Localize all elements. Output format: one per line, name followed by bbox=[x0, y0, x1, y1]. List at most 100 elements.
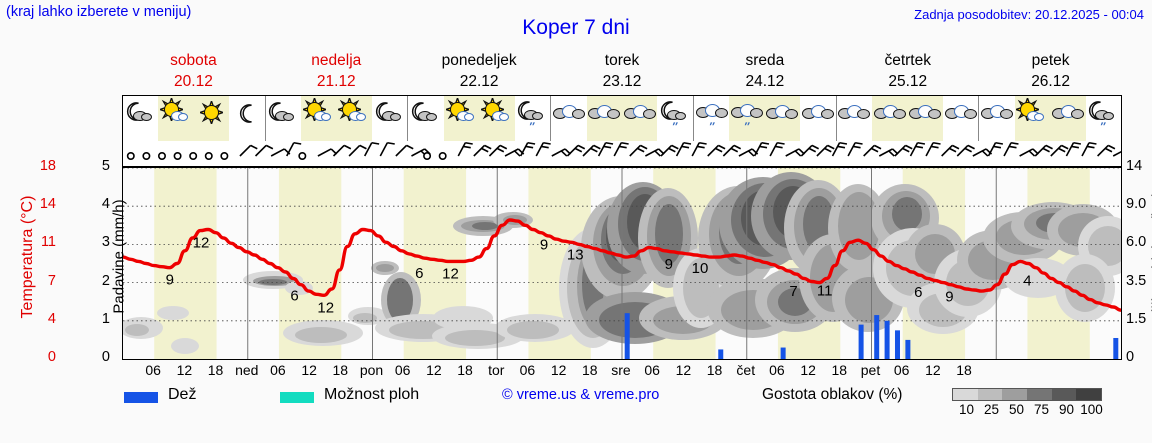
temperature-tick: 0 bbox=[47, 349, 56, 365]
day-name: petek bbox=[1031, 52, 1070, 69]
cloud-shape bbox=[356, 113, 367, 121]
x-axis-label: 12 bbox=[925, 362, 941, 378]
cloud-density-tick: 10 bbox=[958, 402, 975, 417]
cloud-icon bbox=[837, 100, 871, 130]
temperature-label: 10 bbox=[692, 260, 709, 277]
weather-icon-cell bbox=[408, 96, 443, 141]
temperature-tick: 4 bbox=[47, 310, 56, 327]
sun-cloud-icon bbox=[300, 96, 336, 130]
precipitation-bar bbox=[1113, 337, 1119, 359]
icon-day-torek: ″ bbox=[550, 96, 693, 141]
day-name: četrtek bbox=[884, 52, 931, 69]
day-header-torek: torek 23.12 bbox=[551, 50, 694, 94]
x-axis-label: 18 bbox=[582, 362, 598, 378]
cloud-density-swatch bbox=[1076, 389, 1102, 400]
weather-icon-cell bbox=[443, 96, 480, 141]
temperature-tick: 18 bbox=[39, 158, 56, 174]
moon-cloud-icon bbox=[409, 100, 443, 130]
cloud-blob bbox=[1088, 226, 1121, 266]
cloud-icon bbox=[765, 100, 799, 130]
weather-icon-cell bbox=[1050, 96, 1086, 141]
x-axis-label: 06 bbox=[394, 362, 411, 378]
rain-drip-icon: ″ bbox=[742, 121, 752, 133]
cloud-shape bbox=[928, 109, 942, 119]
cloud-shape bbox=[1070, 109, 1084, 119]
temperature-point-labels: 9 12 6 12 6 12 9 13 9 10 7 11 6 9 4 bbox=[166, 235, 1032, 317]
cloud-blob bbox=[445, 330, 505, 346]
temperature-label: 7 bbox=[789, 283, 797, 300]
temperature-tick: 7 bbox=[47, 272, 56, 289]
cloud-blob bbox=[353, 313, 377, 323]
sun-cloud-icon bbox=[479, 96, 514, 130]
x-axis-label: 12 bbox=[675, 362, 692, 378]
forecast-plot: 9 12 6 12 6 12 9 13 9 10 7 11 6 9 4 bbox=[122, 167, 1122, 360]
x-axis-label: 12 bbox=[550, 362, 567, 378]
x-axis-label: pon bbox=[359, 362, 384, 378]
x-axis-label: 12 bbox=[301, 362, 317, 378]
cloud-blob bbox=[125, 324, 149, 336]
weather-icon-cell: ″ bbox=[657, 96, 692, 141]
location-hint: (kraj lahko izberete v meniju) bbox=[6, 4, 192, 20]
weather-icon-cell bbox=[266, 96, 301, 141]
x-axis-label: 18 bbox=[207, 362, 224, 378]
cloud-blob bbox=[507, 321, 559, 339]
x-axis-label: čet bbox=[736, 362, 756, 378]
moon-icon bbox=[239, 104, 256, 123]
weather-icon-cell bbox=[158, 96, 194, 141]
x-axis-label: 18 bbox=[706, 362, 723, 378]
x-axis-label: 18 bbox=[332, 362, 349, 378]
x-axis-label: 06 bbox=[769, 362, 785, 378]
x-axis-label: 06 bbox=[270, 362, 286, 378]
precipitation-tick: 2 bbox=[101, 272, 110, 289]
day-name: torek bbox=[604, 52, 640, 69]
cloud-icon bbox=[587, 100, 621, 130]
x-axis-label: ned bbox=[235, 362, 259, 378]
cloud-density-swatch bbox=[1027, 389, 1052, 400]
copyright-label: © vreme.us & vreme.pro bbox=[502, 387, 660, 403]
cloud-height-tick: 6.0 bbox=[1126, 234, 1147, 251]
weather-icon-cell bbox=[943, 96, 978, 141]
cloud-blob bbox=[472, 222, 498, 230]
cloud-icon bbox=[1051, 100, 1085, 130]
day-date: 23.12 bbox=[602, 73, 642, 90]
cloud-density-swatch bbox=[1002, 389, 1028, 400]
day-header-četrtek: četrtek 25.12 bbox=[836, 50, 979, 94]
wind-barbs bbox=[126, 141, 1121, 161]
cloud-blob bbox=[171, 338, 199, 354]
x-axis-label: pet bbox=[860, 362, 881, 378]
showers-legend-swatch bbox=[280, 392, 314, 403]
x-axis-label: 06 bbox=[519, 362, 536, 378]
weather-icon-cell bbox=[907, 96, 943, 141]
icon-day-sreda: ″ ″ bbox=[692, 96, 836, 141]
weather-icon-cell bbox=[123, 96, 158, 141]
cloud-blob bbox=[387, 278, 413, 322]
weather-icon-cell: ″ bbox=[1086, 96, 1121, 141]
day-date: 21.12 bbox=[316, 73, 356, 90]
day-date: 20.12 bbox=[174, 73, 213, 90]
weather-icon-cell bbox=[586, 96, 623, 141]
cloud-shape bbox=[963, 109, 977, 119]
cloud-icon bbox=[908, 100, 942, 130]
cloud-shape bbox=[426, 113, 438, 121]
day-date: 26.12 bbox=[1031, 73, 1070, 90]
precipitation-bar bbox=[718, 349, 724, 359]
cloud-height-tick: 0 bbox=[1126, 349, 1135, 365]
day-name: sreda bbox=[745, 52, 785, 69]
icon-day-nedelja bbox=[264, 96, 408, 141]
precipitation-tick: 0 bbox=[101, 349, 110, 365]
weather-icon-cell bbox=[1014, 96, 1051, 141]
temperature-tick: 11 bbox=[40, 234, 56, 251]
cloud-density-tick: 50 bbox=[1008, 402, 1025, 417]
day-header-petek: petek 26.12 bbox=[979, 50, 1122, 94]
rain-drip-icon: ″ bbox=[528, 121, 537, 133]
sun-icon bbox=[195, 99, 229, 130]
plot-gridlines bbox=[123, 168, 1121, 359]
cloud-shape bbox=[785, 109, 799, 119]
cloud-shape bbox=[140, 113, 152, 121]
moon-cloud-rain-icon: ″ bbox=[515, 100, 549, 133]
precipitation-bars bbox=[624, 313, 1119, 359]
precipitation-bar bbox=[874, 315, 880, 359]
weather-icon-cell bbox=[800, 96, 835, 141]
moon-cloud-rain-icon: ″ bbox=[658, 100, 692, 133]
temperature-label: 12 bbox=[442, 265, 459, 282]
